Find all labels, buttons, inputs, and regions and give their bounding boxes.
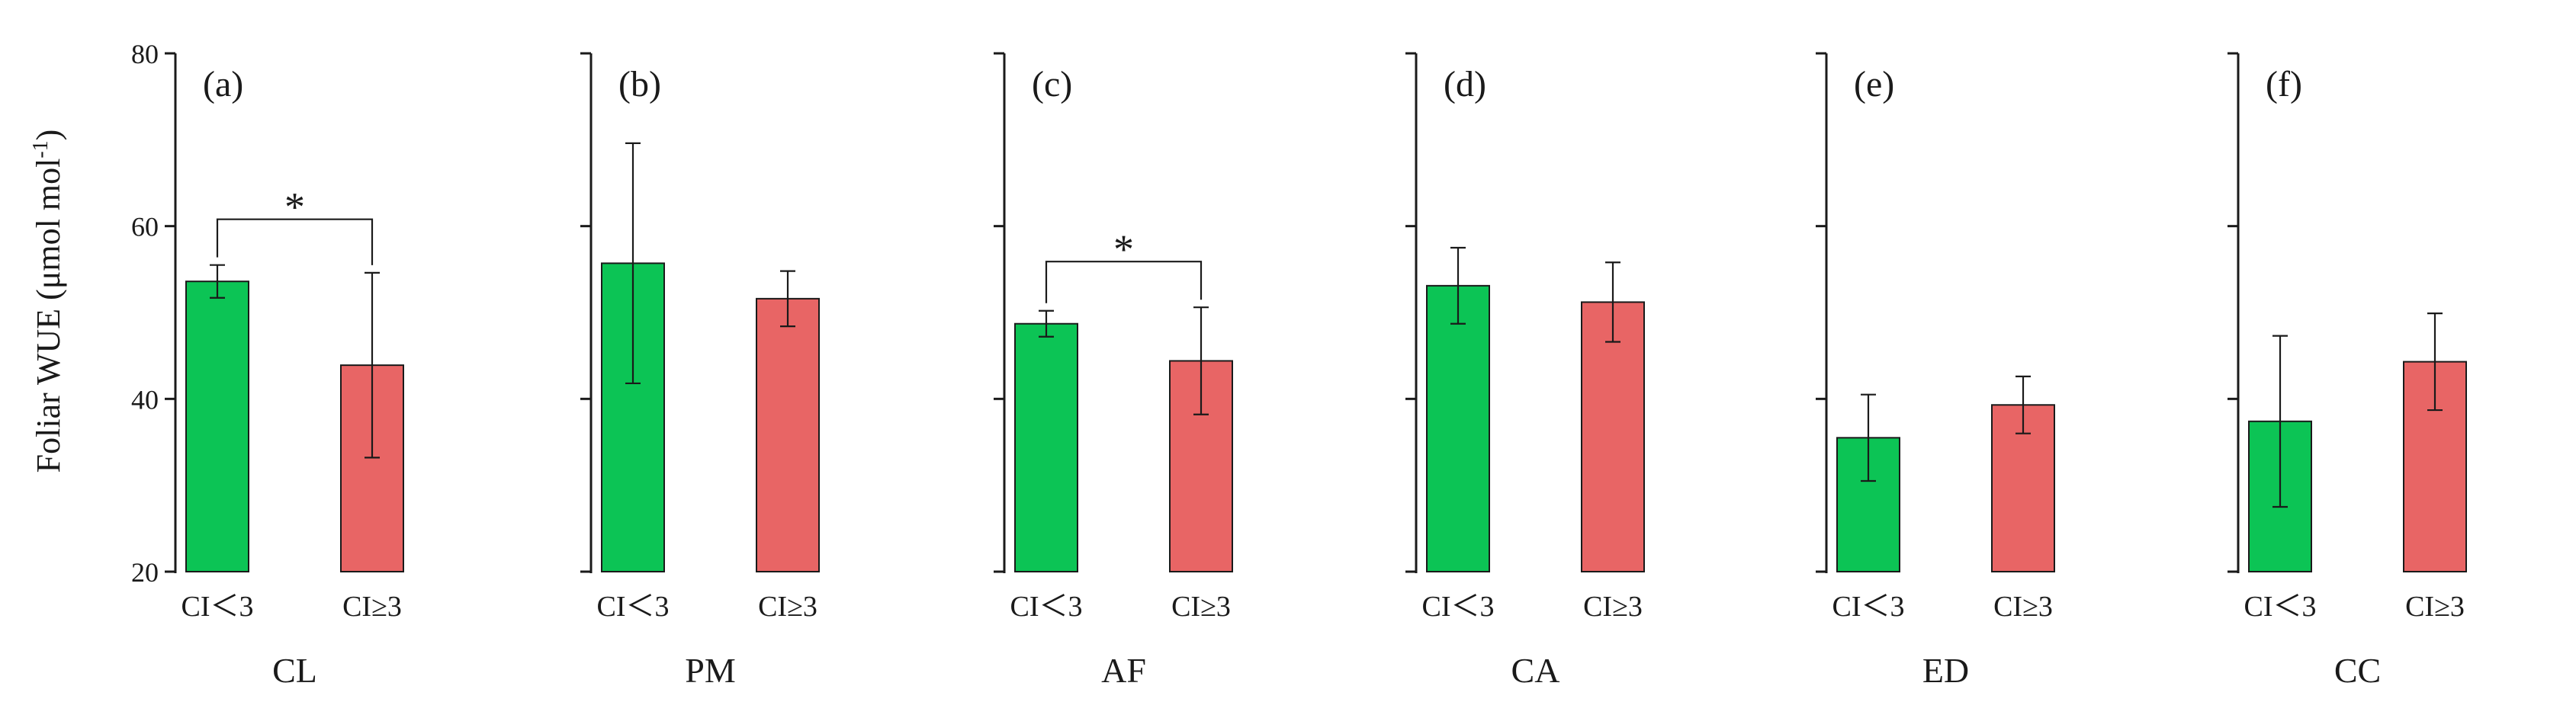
panel-label: (d) [1444, 64, 1486, 104]
y-axis-title: Foliar WUE (μmol mol-1) [29, 130, 67, 473]
bar-ci-ge-3 [1581, 301, 1645, 572]
group-label: CA [1511, 651, 1560, 690]
panel-label: (a) [203, 64, 243, 104]
panel-pm: (b) CI＜3 CI≥3 PM [580, 52, 820, 690]
y-tick-label: 20 [131, 557, 159, 588]
bar-ci-lt-3 [1014, 322, 1078, 572]
group-label: CC [2334, 651, 2381, 690]
x-tick-label: CI＜3 [181, 591, 253, 623]
y-tick-label: 60 [131, 212, 159, 242]
bar-ci-ge-3 [756, 297, 820, 572]
x-tick-label: CI≥3 [2405, 591, 2465, 623]
x-tick-label: CI≥3 [1993, 591, 2053, 623]
group-label: PM [685, 651, 735, 690]
panel-af: (c) CI＜3 CI≥3 AF * [994, 52, 1233, 690]
group-label: ED [1922, 651, 1969, 690]
panel-cc: (f) CI＜3 CI≥3 CC [2228, 52, 2467, 690]
panel-label: (b) [618, 64, 661, 104]
panel-ed: (e) CI＜3 CI≥3 ED [1816, 52, 2055, 690]
panel-label: (f) [2266, 64, 2302, 104]
panels: 20 40 60 80 (a) CI＜3 CI≥3 CL * (b) CI＜3 CI≥3 PM (c) CI… [131, 39, 2467, 690]
x-tick-label: CI＜3 [1010, 591, 1082, 623]
panel-label: (e) [1854, 64, 1894, 104]
group-label: AF [1101, 651, 1146, 690]
x-tick-label: CI＜3 [1832, 591, 1904, 623]
significance-marker: * [1113, 226, 1134, 272]
significance-marker: * [284, 184, 305, 230]
x-tick-label: CI≥3 [1171, 591, 1231, 623]
y-tick-label: 80 [131, 39, 159, 69]
x-tick-label: CI≥3 [758, 591, 817, 623]
x-tick-label: CI＜3 [1421, 591, 1494, 623]
x-tick-label: CI≥3 [342, 591, 402, 623]
panel-cl: 20 40 60 80 (a) CI＜3 CI≥3 CL * [131, 39, 404, 690]
significance-bracket [216, 218, 374, 265]
significance-bracket [1045, 261, 1203, 303]
bar-ci-lt-3 [185, 280, 249, 572]
x-tick-label: CI≥3 [1583, 591, 1643, 623]
panel-ca: (d) CI＜3 CI≥3 CA [1405, 52, 1645, 690]
bar-ci-lt-3 [1426, 284, 1490, 572]
x-tick-label: CI＜3 [2244, 591, 2316, 623]
y-tick-label: 40 [131, 384, 159, 415]
panel-label: (c) [1032, 64, 1072, 104]
x-tick-label: CI＜3 [596, 591, 669, 623]
group-label: CL [272, 651, 317, 690]
